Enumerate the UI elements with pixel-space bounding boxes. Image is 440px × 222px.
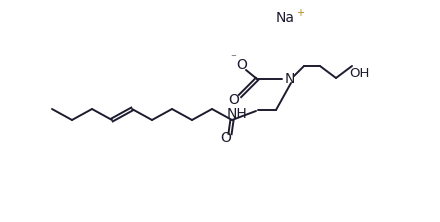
Text: Na: Na [276,11,295,25]
Text: N: N [285,72,295,86]
Text: OH: OH [349,67,369,79]
Text: O: O [220,131,231,145]
Text: +: + [296,8,304,18]
Text: O: O [228,93,239,107]
Text: NH: NH [226,107,247,121]
Text: O: O [237,58,247,72]
Text: ⁻: ⁻ [230,53,236,63]
